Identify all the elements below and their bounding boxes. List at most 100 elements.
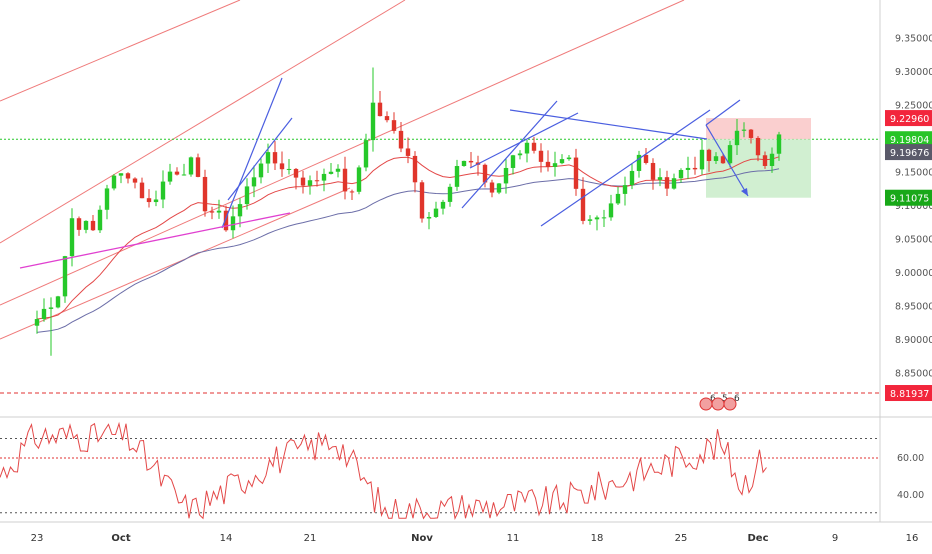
candle — [118, 173, 124, 184]
candle — [426, 211, 432, 230]
candle-body — [111, 175, 117, 189]
candle-body — [195, 157, 201, 177]
candle-body — [251, 177, 257, 187]
candle-body — [97, 209, 103, 231]
price-tick-label: 9.05000 — [895, 234, 932, 245]
time-tick-label: 21 — [304, 533, 317, 544]
candles — [34, 67, 782, 356]
candle — [405, 137, 411, 164]
candle — [76, 216, 82, 236]
ema-slow-line — [36, 168, 780, 333]
time-tick-label: 25 — [675, 533, 688, 544]
candle — [531, 136, 537, 154]
price-axis: 9.35000 9.30000 9.25000 9.15000 9.10000 9.050… — [895, 33, 932, 379]
candle — [496, 183, 502, 195]
candle — [90, 215, 96, 232]
candle — [692, 156, 698, 175]
trend-line-blue-2 — [461, 100, 558, 209]
low-line-badge-label: 8.81937 — [890, 389, 929, 400]
candle — [111, 173, 117, 191]
candle-body — [272, 152, 278, 164]
candle — [125, 172, 131, 184]
candle-body — [734, 130, 740, 146]
candle — [160, 170, 166, 209]
candle-body — [139, 182, 145, 199]
candle — [643, 148, 649, 165]
event-count: 6 — [734, 394, 740, 404]
candle-body — [83, 220, 89, 230]
time-axis: 23Oct1421Nov111825Dec91623 — [31, 533, 919, 544]
candle — [251, 165, 257, 198]
candle-body — [125, 173, 131, 179]
price-tick-label: 8.85000 — [895, 368, 932, 379]
rsi-tick-label: 60.00 — [897, 453, 924, 464]
stop-price-badge-bg — [885, 110, 932, 127]
candle — [97, 205, 103, 234]
candle — [335, 164, 341, 178]
candle — [685, 156, 691, 180]
candle — [328, 163, 334, 175]
candle-body — [454, 166, 460, 187]
candle-body — [776, 134, 782, 154]
candle — [727, 140, 733, 168]
candle — [615, 186, 621, 206]
candle-body — [230, 216, 236, 231]
candle-body — [531, 142, 537, 151]
candle — [83, 220, 89, 234]
candle — [384, 111, 390, 123]
last-price-badge-label: 9.19804 — [890, 135, 929, 146]
candle-body — [307, 180, 313, 186]
candle-body — [510, 155, 516, 168]
candle-body — [286, 168, 292, 170]
candle-body — [237, 204, 243, 217]
price-tick-label: 9.35000 — [895, 33, 932, 44]
candle-body — [160, 181, 166, 200]
event-flag-icon — [723, 397, 737, 411]
candle — [342, 156, 348, 200]
candle-body — [314, 180, 320, 182]
candle-body — [566, 157, 572, 160]
candle — [237, 198, 243, 228]
candle — [762, 151, 768, 169]
time-tick-label: 23 — [31, 533, 44, 544]
candle-body — [328, 171, 334, 174]
candle-body — [692, 167, 698, 170]
candle — [363, 133, 369, 172]
candle — [447, 183, 453, 207]
candle-body — [62, 256, 68, 297]
ema-price-badge: 9.19676 — [885, 144, 932, 161]
price-tick-label: 9.30000 — [895, 67, 932, 78]
rsi-axis: 60.00 40.00 — [897, 453, 924, 501]
candle — [377, 90, 383, 117]
candle — [601, 209, 607, 227]
candle-body — [41, 308, 47, 320]
arrow-shaft — [705, 124, 749, 197]
time-tick-label: 9 — [832, 533, 838, 544]
candle-body — [657, 177, 663, 180]
candle — [300, 170, 306, 194]
candle — [573, 148, 579, 196]
candle-body — [118, 173, 124, 176]
candle — [104, 184, 110, 220]
rsi-pane — [0, 421, 880, 520]
event-count: 6 — [710, 394, 716, 404]
candle — [62, 255, 68, 303]
candle-body — [629, 170, 635, 186]
candle — [678, 168, 684, 183]
rsi-tick-label: 40.00 — [897, 490, 924, 501]
candle — [293, 168, 299, 190]
candle — [769, 147, 775, 173]
candle-body — [741, 129, 747, 131]
event-count: 5 — [722, 394, 728, 404]
candle — [524, 139, 530, 163]
price-tick-label: 8.95000 — [895, 301, 932, 312]
candle-body — [349, 191, 355, 193]
candle — [230, 205, 236, 239]
candle-body — [265, 152, 271, 164]
candle-body — [461, 160, 467, 167]
price-tick-label: 8.90000 — [895, 335, 932, 346]
candle — [279, 151, 285, 177]
